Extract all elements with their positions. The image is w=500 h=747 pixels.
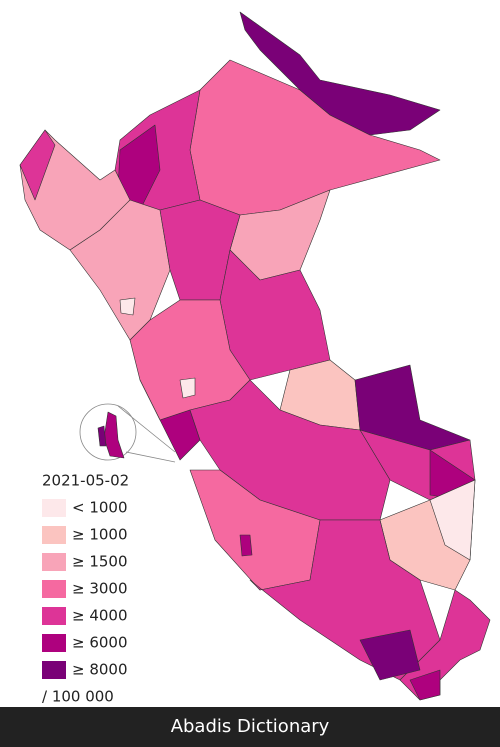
legend-label: < 1000 — [72, 499, 128, 517]
legend-swatch — [42, 607, 66, 625]
map: 2021-05-02 < 1000 ≥ 1000 ≥ 1500 ≥ 3000 ≥ 400… — [19, 11, 491, 706]
region — [239, 534, 253, 557]
legend-label: ≥ 1000 — [72, 526, 128, 544]
legend-label: ≥ 6000 — [72, 634, 128, 652]
legend-swatch — [42, 526, 66, 544]
legend-swatch — [42, 661, 66, 679]
unit-label: / 100 000 — [42, 688, 114, 706]
footer: Abadis Dictionary — [0, 707, 500, 747]
legend-label: ≥ 1500 — [72, 553, 128, 571]
legend-label: ≥ 4000 — [72, 607, 128, 625]
inset-line — [125, 451, 176, 463]
region — [19, 129, 56, 201]
inset-line — [117, 405, 176, 453]
legend-title: 2021-05-02 — [42, 472, 129, 490]
region — [239, 11, 441, 136]
legend-label: ≥ 3000 — [72, 580, 128, 598]
legend-swatch — [42, 580, 66, 598]
region — [119, 297, 136, 316]
legend: < 1000 ≥ 1000 ≥ 1500 ≥ 3000 ≥ 4000 ≥ 6000 ≥ 80… — [42, 499, 128, 679]
region — [409, 669, 441, 701]
region — [179, 377, 196, 399]
legend-swatch — [42, 553, 66, 571]
region — [429, 479, 476, 561]
legend-label: ≥ 8000 — [72, 661, 128, 679]
region — [359, 629, 421, 681]
legend-swatch — [42, 634, 66, 652]
legend-swatch — [42, 499, 66, 517]
region — [97, 425, 107, 447]
